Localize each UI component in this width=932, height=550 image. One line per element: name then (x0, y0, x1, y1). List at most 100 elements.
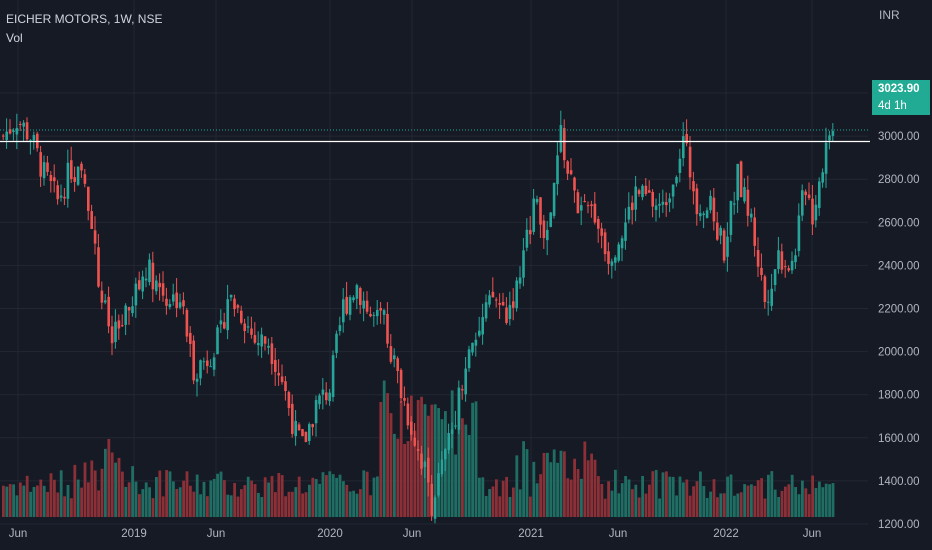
volume-bar (569, 479, 573, 517)
candle-body (556, 155, 559, 185)
volume-bar (393, 433, 396, 517)
candle-body (471, 342, 474, 353)
volume-bar (794, 487, 797, 517)
volume-bar (566, 478, 570, 517)
candle-body (461, 389, 464, 391)
volume-bar (219, 471, 223, 517)
candle-body (321, 389, 325, 395)
candle-body (219, 320, 223, 325)
volume-indicator-label[interactable]: Vol (6, 31, 23, 45)
candle-body (743, 187, 746, 202)
volume-bar (529, 496, 532, 517)
candle-body (318, 395, 321, 405)
volume-bar (678, 476, 682, 517)
candle-body (80, 163, 83, 171)
candle-body (515, 280, 518, 309)
candle-body (216, 327, 219, 355)
candle-body (124, 305, 127, 325)
volume-bar (8, 484, 12, 517)
price-tick-label: 3000.00 (878, 131, 920, 143)
candle-body (365, 300, 369, 312)
candle-body (246, 326, 250, 328)
volume-bar (19, 482, 22, 517)
volume-bar (151, 498, 155, 517)
candle-body (753, 217, 756, 246)
volume-bar (365, 471, 369, 517)
candle-body (491, 291, 495, 298)
candle-body (223, 322, 226, 329)
volume-bar (301, 493, 304, 517)
volume-bar (121, 471, 124, 517)
volume-bar (559, 450, 563, 517)
candle-body (559, 125, 563, 152)
volume-bar (631, 489, 634, 517)
volume-bar (580, 478, 583, 517)
volume-bar (90, 460, 94, 517)
candle-body (362, 300, 365, 309)
volume-bar (733, 495, 736, 517)
candle-body (597, 218, 600, 229)
candle-body (648, 190, 651, 193)
volume-bar (291, 491, 294, 517)
candle-body (665, 202, 668, 206)
time-tick-label: Jun (803, 528, 822, 540)
volume-bar (654, 469, 658, 517)
volume-bar (372, 477, 376, 517)
volume-bar (403, 444, 406, 517)
price-tick-label: 1800.00 (878, 390, 920, 402)
volume-bar (450, 390, 454, 517)
candle-body (573, 177, 576, 191)
volume-bar (471, 402, 474, 517)
volume-bar (552, 449, 556, 517)
volume-bar (535, 483, 539, 517)
volume-bar (70, 498, 73, 517)
candle-body (308, 424, 311, 441)
candle-body (199, 360, 202, 379)
candle-body (756, 250, 760, 267)
volume-bar (348, 491, 352, 517)
candle-body (25, 122, 29, 140)
volume-bar (773, 489, 777, 517)
volume-bar (484, 495, 488, 517)
candle-body (76, 166, 80, 185)
volume-bar (304, 492, 308, 517)
volume-bar (447, 437, 451, 517)
candle-body (726, 236, 729, 257)
candle-body (416, 449, 420, 451)
volume-bar (413, 430, 417, 517)
candle-body (437, 473, 440, 496)
volume-bar (386, 393, 389, 517)
candle-body (586, 205, 590, 207)
candle-body (100, 290, 104, 303)
candle-body (359, 288, 362, 305)
volume-bar (784, 486, 787, 517)
volume-bar (182, 480, 185, 517)
candle-body (464, 368, 467, 395)
time-tick-label: 2022 (713, 528, 739, 540)
price-axis[interactable]: 3200.003000.002800.002600.002400.002200.… (878, 88, 920, 531)
volume-bar (695, 481, 699, 517)
volume-bar (522, 441, 525, 517)
volume-bar (328, 471, 332, 517)
candle-body (671, 184, 675, 197)
volume-bar (736, 493, 740, 517)
candle-body (535, 199, 539, 203)
volume-bar (134, 481, 138, 517)
volume-bar (267, 482, 270, 517)
symbol-title[interactable]: EICHER MOTORS, 1W, NSE (6, 12, 163, 26)
volume-bar (573, 458, 576, 517)
volume-bar (651, 471, 655, 517)
volume-bar (760, 478, 763, 517)
volume-bar (192, 491, 196, 517)
candle-body (389, 346, 393, 362)
price-tick-label: 2400.00 (878, 260, 920, 272)
candle-body (733, 203, 736, 205)
volume-bar (481, 477, 485, 517)
volume-bar (797, 494, 801, 517)
time-axis[interactable]: Jun 2019 Jun 2020 Jun 2021 Jun 2022 Jun (9, 528, 822, 540)
volume-bar (627, 479, 631, 517)
candle-body (444, 449, 447, 460)
candle-body (49, 175, 53, 182)
candle-body (168, 303, 172, 308)
